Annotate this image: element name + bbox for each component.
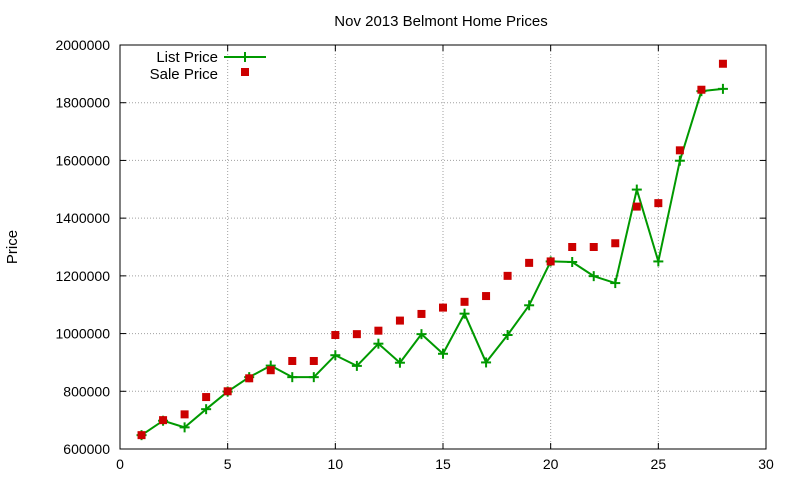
- y-tick-label: 2000000: [55, 37, 110, 53]
- y-tick-label: 1800000: [55, 95, 110, 111]
- sale-price-point: [159, 416, 168, 425]
- sale-price-point: [395, 316, 404, 325]
- list-price-point: [502, 330, 513, 341]
- sale-price-point: [482, 292, 491, 301]
- axes: 0 5 10 15 20 25 30 600000 800000 1000000 1200000 14…: [55, 37, 774, 472]
- x-tick-label: 5: [224, 456, 232, 472]
- x-tick-label: 10: [328, 456, 344, 472]
- x-tick-label: 0: [116, 456, 124, 472]
- sale-price-point: [180, 410, 189, 419]
- sale-price-point: [417, 309, 426, 318]
- list-price-point: [610, 278, 621, 289]
- list-price-point: [330, 350, 341, 361]
- list-price-point: [373, 338, 384, 349]
- y-tick-label: 600000: [63, 441, 110, 457]
- x-tick-label: 25: [651, 456, 667, 472]
- y-tick-label: 1200000: [55, 268, 110, 284]
- list-price-point: [416, 329, 427, 340]
- list-price-point: [588, 271, 599, 282]
- list-price-point: [394, 357, 405, 368]
- list-price-line: [140, 87, 724, 436]
- y-tick-label: 1400000: [55, 210, 110, 226]
- list-price-point: [201, 404, 212, 415]
- list-price-point: [567, 257, 578, 268]
- sale-price-point: [675, 146, 684, 155]
- y-tick-label: 800000: [63, 383, 110, 399]
- chart-title: Nov 2013 Belmont Home Prices: [334, 13, 547, 30]
- sale-price-point: [611, 239, 620, 248]
- x-tick-label: 30: [758, 456, 774, 472]
- legend-square-marker: [241, 68, 249, 76]
- sale-price-point: [697, 85, 706, 94]
- sale-price-point: [632, 202, 641, 211]
- list-price-point: [653, 256, 664, 267]
- list-price-point: [287, 372, 298, 383]
- sale-price-point: [223, 387, 232, 396]
- list-price-point: [459, 308, 470, 319]
- y-tick-label: 1000000: [55, 326, 110, 342]
- x-tick-label: 20: [543, 456, 559, 472]
- list-price-point: [481, 357, 492, 368]
- sale-price-point: [525, 258, 534, 267]
- sale-price-point: [245, 374, 254, 383]
- sale-price-point: [460, 297, 469, 306]
- sale-price-point: [309, 356, 318, 365]
- sale-price-point: [352, 330, 361, 339]
- sale-price-point: [439, 303, 447, 312]
- list-price-point: [631, 184, 642, 195]
- sale-price-point: [503, 271, 512, 280]
- list-price-point: [438, 348, 448, 359]
- legend-plus-marker: [240, 52, 250, 62]
- x-tick-label: 15: [435, 456, 451, 472]
- sale-price-point: [288, 356, 297, 365]
- sale-price-point: [718, 59, 727, 68]
- y-axis-label: Price: [4, 230, 21, 264]
- data-series: [136, 59, 728, 441]
- list-price-point: [351, 360, 362, 371]
- sale-price-point: [568, 243, 577, 251]
- list-price-point: [308, 372, 319, 383]
- legend-label: List Price: [156, 49, 218, 66]
- y-tick-label: 1600000: [55, 152, 110, 168]
- list-price-point: [524, 300, 535, 311]
- sale-price-point: [374, 326, 383, 335]
- sale-price-point: [266, 366, 275, 375]
- sale-price-point: [331, 331, 340, 340]
- list-price-point: [674, 155, 685, 166]
- series-list-price: [136, 83, 728, 441]
- list-price-point: [179, 422, 190, 433]
- list-price-point: [717, 83, 728, 94]
- sale-price-point: [546, 257, 555, 266]
- grid-lines: [120, 45, 766, 449]
- sale-price-point: [202, 393, 211, 402]
- sale-price-point: [137, 431, 146, 440]
- legend-label: Sale Price: [150, 66, 218, 83]
- sale-price-point: [589, 243, 598, 251]
- sale-price-point: [654, 199, 663, 208]
- series-sale-price: [137, 59, 727, 440]
